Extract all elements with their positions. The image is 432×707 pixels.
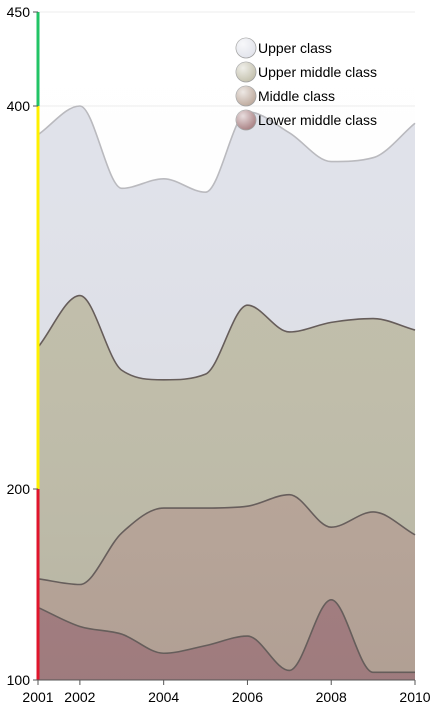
legend-label: Lower middle class: [258, 112, 377, 128]
legend-item: Upper middle class: [235, 61, 377, 83]
legend-label: Upper class: [258, 40, 332, 56]
legend-label: Upper middle class: [258, 64, 377, 80]
legend-item: Lower middle class: [235, 109, 377, 131]
legend-item: Upper class: [235, 37, 332, 59]
legend: Upper class Upper middle class Middle clas…: [235, 37, 377, 131]
x-tick-label: 2001: [22, 689, 53, 705]
x-axis: 2001 2002 2004 2006 2008 2010: [22, 679, 431, 705]
legend-label: Middle class: [258, 88, 335, 104]
legend-swatch-highlight: [236, 110, 256, 130]
legend-swatch-highlight: [236, 38, 256, 58]
legend-swatch-highlight: [236, 86, 256, 106]
x-tick-label: 2004: [148, 689, 179, 705]
x-tick-label: 2008: [316, 689, 347, 705]
x-tick-label: 2006: [232, 689, 263, 705]
area-series: [37, 105, 416, 680]
x-tick-label: 2010: [399, 689, 430, 705]
legend-swatch-highlight: [236, 62, 256, 82]
y-tick-label: 450: [7, 4, 31, 20]
y-axis: 100 200 400 450: [7, 4, 40, 688]
x-tick-label: 2002: [64, 689, 95, 705]
y-tick-label: 400: [7, 98, 31, 114]
legend-item: Middle class: [235, 85, 335, 107]
y-tick-label: 200: [7, 481, 31, 497]
y-tick-label: 100: [7, 672, 31, 688]
